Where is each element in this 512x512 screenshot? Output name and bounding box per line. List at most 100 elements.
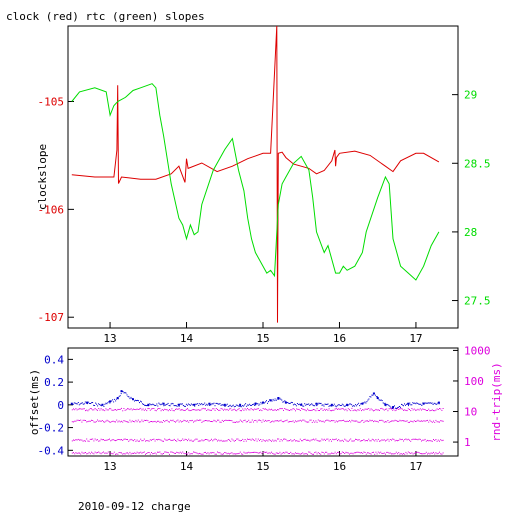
- data-point: [119, 408, 121, 410]
- data-point: [127, 421, 128, 423]
- data-point: [201, 408, 203, 410]
- data-point: [289, 440, 290, 442]
- data-point: [254, 420, 256, 421]
- data-point: [322, 420, 324, 422]
- data-point: [117, 408, 119, 410]
- data-point: [244, 408, 246, 410]
- data-point: [244, 404, 246, 406]
- data-point: [137, 452, 139, 454]
- data-point: [217, 419, 218, 421]
- data-point: [142, 440, 144, 442]
- data-point: [271, 421, 272, 423]
- data-point: [402, 404, 403, 406]
- data-point: [234, 406, 236, 407]
- data-point: [355, 409, 356, 411]
- data-point: [349, 403, 351, 405]
- data-point: [422, 402, 425, 405]
- data-point: [246, 405, 248, 407]
- data-point: [259, 403, 261, 405]
- data-point: [163, 453, 164, 454]
- data-point: [255, 419, 257, 421]
- data-point: [97, 452, 98, 454]
- data-point: [323, 438, 325, 440]
- data-point: [387, 410, 389, 412]
- data-point: [377, 421, 379, 423]
- data-point: [197, 409, 199, 411]
- data-point: [75, 452, 77, 454]
- data-point: [83, 419, 85, 421]
- data-point: [397, 408, 398, 410]
- data-point: [340, 453, 342, 455]
- data-point: [353, 405, 355, 407]
- data-point: [239, 410, 241, 412]
- data-point: [86, 438, 88, 440]
- data-point: [429, 440, 431, 442]
- data-point: [430, 402, 432, 404]
- data-point: [247, 408, 248, 409]
- data-point: [99, 452, 101, 454]
- data-point: [391, 439, 392, 441]
- data-point: [313, 409, 314, 410]
- data-point: [227, 439, 229, 440]
- data-point: [379, 399, 381, 401]
- data-point: [74, 420, 76, 422]
- data-point: [119, 439, 121, 441]
- data-point: [307, 453, 308, 455]
- data-point: [134, 400, 135, 402]
- data-point: [389, 405, 391, 407]
- data-point: [268, 401, 269, 403]
- data-point: [423, 439, 425, 441]
- data-point: [295, 405, 297, 407]
- data-point: [212, 440, 214, 442]
- data-point: [256, 440, 258, 442]
- data-point: [95, 452, 97, 454]
- data-point: [412, 421, 414, 423]
- data-point: [92, 452, 94, 454]
- data-point: [191, 453, 193, 455]
- data-point: [158, 438, 160, 440]
- data-point: [133, 421, 134, 422]
- data-point: [413, 408, 415, 410]
- data-point: [337, 408, 338, 410]
- data-point: [262, 419, 264, 421]
- data-point: [311, 421, 313, 423]
- data-point: [299, 419, 301, 421]
- data-point: [212, 452, 214, 454]
- data-point: [74, 402, 76, 404]
- data-point: [280, 398, 282, 400]
- data-point: [151, 452, 152, 453]
- data-point: [400, 420, 402, 422]
- data-point: [141, 419, 143, 421]
- data-point: [197, 420, 199, 421]
- data-point: [149, 403, 151, 405]
- data-point: [116, 419, 118, 421]
- data-point: [311, 439, 313, 441]
- data-point: [177, 408, 179, 410]
- data-point: [409, 421, 410, 423]
- data-point: [418, 438, 420, 440]
- data-point: [185, 453, 187, 455]
- data-point: [427, 419, 428, 421]
- data-point: [429, 453, 431, 455]
- data-point: [419, 420, 421, 422]
- data-point: [96, 403, 98, 405]
- data-point: [256, 408, 258, 410]
- data-point: [352, 405, 354, 407]
- data-point: [119, 421, 121, 423]
- data-point: [278, 399, 280, 400]
- bottom-y2-tick-label: 1000: [464, 344, 491, 357]
- data-point: [149, 453, 151, 455]
- data-point: [259, 440, 260, 442]
- data-point: [153, 438, 155, 440]
- data-point: [297, 452, 299, 454]
- data-point: [159, 403, 161, 405]
- data-point: [386, 421, 388, 423]
- data-point: [229, 404, 231, 406]
- data-point: [237, 405, 239, 407]
- data-point: [173, 410, 175, 412]
- top-y2-tick-label: 27.5: [464, 295, 491, 308]
- data-point: [170, 409, 172, 411]
- data-point: [363, 402, 365, 404]
- data-point: [376, 440, 378, 442]
- data-point: [241, 453, 242, 455]
